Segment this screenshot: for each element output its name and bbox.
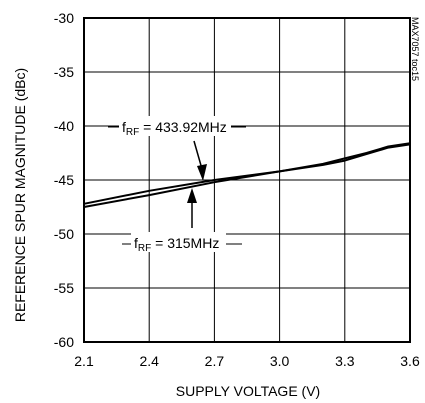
annotation-315-label: fRF = 315MHz bbox=[134, 235, 219, 254]
y-tick-label: -55 bbox=[54, 280, 74, 296]
x-tick-label: 2.4 bbox=[139, 353, 159, 369]
y-tick-label: -30 bbox=[54, 10, 74, 26]
figure-id-label: MAX7057 toc15 bbox=[410, 17, 420, 81]
annotation-315-subscript: RF bbox=[138, 243, 151, 254]
x-tick-label: 3.6 bbox=[400, 353, 420, 369]
x-tick-label: 3.3 bbox=[335, 353, 355, 369]
y-tick-label: -40 bbox=[54, 118, 74, 134]
annotation-433-arrowhead bbox=[197, 164, 207, 181]
y-tick-label: -50 bbox=[54, 226, 74, 242]
annotation-433-background bbox=[119, 116, 231, 136]
y-tick-label: -60 bbox=[54, 334, 74, 350]
y-axis-title: REFERENCE SPUR MAGNITUDE (dBc) bbox=[12, 68, 28, 322]
annotation-315-background bbox=[131, 232, 226, 252]
series-line-315mhz bbox=[83, 143, 411, 208]
x-tick-label: 2.7 bbox=[205, 353, 225, 369]
annotation-315-prefix: f bbox=[134, 235, 138, 251]
y-tick-label: -45 bbox=[54, 172, 74, 188]
annotation-315-arrowhead bbox=[187, 188, 197, 203]
tick-labels: 2.1 2.4 2.7 3.0 3.3 3.6 -30 -35 -40 -45 -50 -55 -60 bbox=[54, 10, 420, 369]
x-tick-label: 2.1 bbox=[74, 353, 94, 369]
x-axis-title: SUPPLY VOLTAGE (V) bbox=[176, 383, 320, 399]
x-tick-label: 3.0 bbox=[270, 353, 290, 369]
annotation-433-arrow-shaft bbox=[193, 140, 203, 170]
series-group bbox=[83, 142, 411, 208]
annotation-315-value: = 315MHz bbox=[151, 235, 219, 251]
annotation-433-subscript: RF bbox=[126, 127, 139, 138]
annotation-433-value: = 433.92MHz bbox=[139, 119, 227, 135]
annotation-433-prefix: f bbox=[122, 119, 126, 135]
plot-frame bbox=[83, 17, 411, 343]
series-line-433-92mhz bbox=[83, 142, 411, 205]
grid bbox=[84, 18, 410, 342]
annotation-433-label: fRF = 433.92MHz bbox=[122, 119, 227, 138]
y-tick-label: -35 bbox=[54, 64, 74, 80]
